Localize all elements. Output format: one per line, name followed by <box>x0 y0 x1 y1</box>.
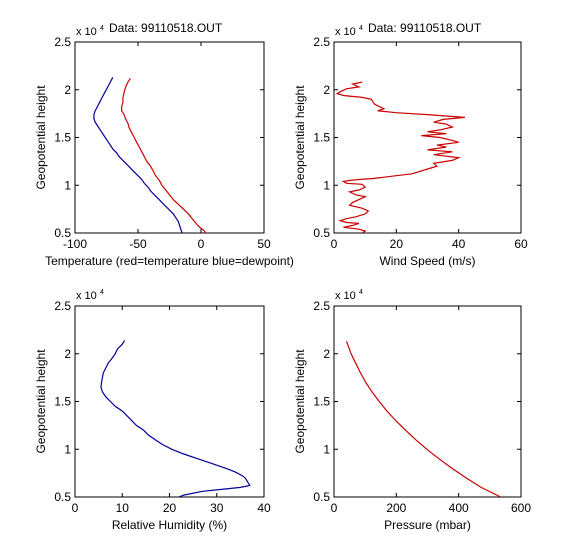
y-axis-label: Geopotential height <box>293 349 307 454</box>
y-tick-label: 2 <box>323 347 330 361</box>
y-multiplier-label: x 10 <box>76 290 97 302</box>
y-multiplier-label: x 10 <box>335 26 356 38</box>
series-line-1 <box>121 77 207 233</box>
x-axis-label: Temperature (red=temperature blue=dewpoi… <box>45 254 294 268</box>
x-tick-label: 0 <box>331 237 338 251</box>
y-tick-label: 1.5 <box>54 131 71 145</box>
x-tick-label: 40 <box>452 237 466 251</box>
y-tick-label: 0.5 <box>313 226 330 240</box>
chart-title: Data: 99110518.OUT <box>368 21 482 35</box>
subplot-1: -100 -50 0 50 0.5 1 1.5 2 2.5 x 10 4 Data: 99110518… <box>34 21 294 268</box>
series-line-1 <box>335 81 465 233</box>
axes-box <box>333 41 522 234</box>
axes-box <box>333 305 522 498</box>
x-tick-label: 200 <box>386 501 406 515</box>
x-tick-label: 0 <box>331 501 338 515</box>
y-axis-label: Geopotential height <box>293 85 307 190</box>
y-multiplier-exponent: 4 <box>100 25 104 32</box>
y-tick-label: 2.5 <box>313 35 330 49</box>
y-tick-label: 1.5 <box>313 131 330 145</box>
x-axis-label: Pressure (mbar) <box>384 518 471 532</box>
x-tick-label: 50 <box>257 237 271 251</box>
x-tick-label: 60 <box>514 237 528 251</box>
y-tick-label: 1 <box>323 442 330 456</box>
series-line-1 <box>100 340 251 497</box>
y-tick-label: 2.5 <box>313 299 330 313</box>
y-tick-label: 2.5 <box>54 299 71 313</box>
y-tick-label: 2 <box>64 347 71 361</box>
y-tick-label: 0.5 <box>313 490 330 504</box>
series-line-1 <box>345 341 501 497</box>
y-multiplier-label: x 10 <box>76 26 97 38</box>
x-tick-label: 600 <box>511 501 531 515</box>
axes-box <box>74 41 265 234</box>
chart-title: Data: 99110518.OUT <box>109 21 223 35</box>
y-multiplier-label: x 10 <box>335 290 356 302</box>
series-line-2 <box>93 77 183 233</box>
y-axis-label: Geopotential height <box>34 349 48 454</box>
subplot-2: 0 20 40 60 0.5 1 1.5 2 2.5 x 10 4 Data: 99110518.OU… <box>293 21 528 268</box>
x-tick-label: 10 <box>116 501 130 515</box>
y-tick-label: 1 <box>64 178 71 192</box>
x-tick-label: -50 <box>129 237 147 251</box>
y-tick-label: 1 <box>64 442 71 456</box>
y-tick-label: 2 <box>64 83 71 97</box>
y-tick-label: 1.5 <box>54 395 71 409</box>
x-tick-label: -100 <box>63 237 87 251</box>
y-axis-label: Geopotential height <box>34 85 48 190</box>
y-tick-label: 1.5 <box>313 395 330 409</box>
y-multiplier-exponent: 4 <box>359 289 363 296</box>
x-axis-label: Wind Speed (m/s) <box>379 254 475 268</box>
y-tick-label: 0.5 <box>54 226 71 240</box>
axes-box <box>74 305 265 498</box>
x-axis-label: Relative Humidity (%) <box>112 518 227 532</box>
y-tick-label: 2 <box>323 83 330 97</box>
y-tick-label: 0.5 <box>54 490 71 504</box>
subplot-4: 0 200 400 600 0.5 1 1.5 2 2.5 x 10 4 Pressure (mbar… <box>293 289 531 532</box>
x-tick-label: 0 <box>198 237 205 251</box>
x-tick-label: 0 <box>72 501 79 515</box>
subplot-3: 0 10 20 30 40 0.5 1 1.5 2 2.5 x 10 4 Relative Humidi… <box>34 289 271 532</box>
x-tick-label: 20 <box>163 501 177 515</box>
y-multiplier-exponent: 4 <box>100 289 104 296</box>
y-multiplier-exponent: 4 <box>359 25 363 32</box>
y-tick-label: 1 <box>323 178 330 192</box>
x-tick-label: 20 <box>390 237 404 251</box>
x-tick-label: 400 <box>449 501 469 515</box>
x-tick-label: 30 <box>210 501 224 515</box>
x-tick-label: 40 <box>257 501 271 515</box>
y-tick-label: 2.5 <box>54 35 71 49</box>
